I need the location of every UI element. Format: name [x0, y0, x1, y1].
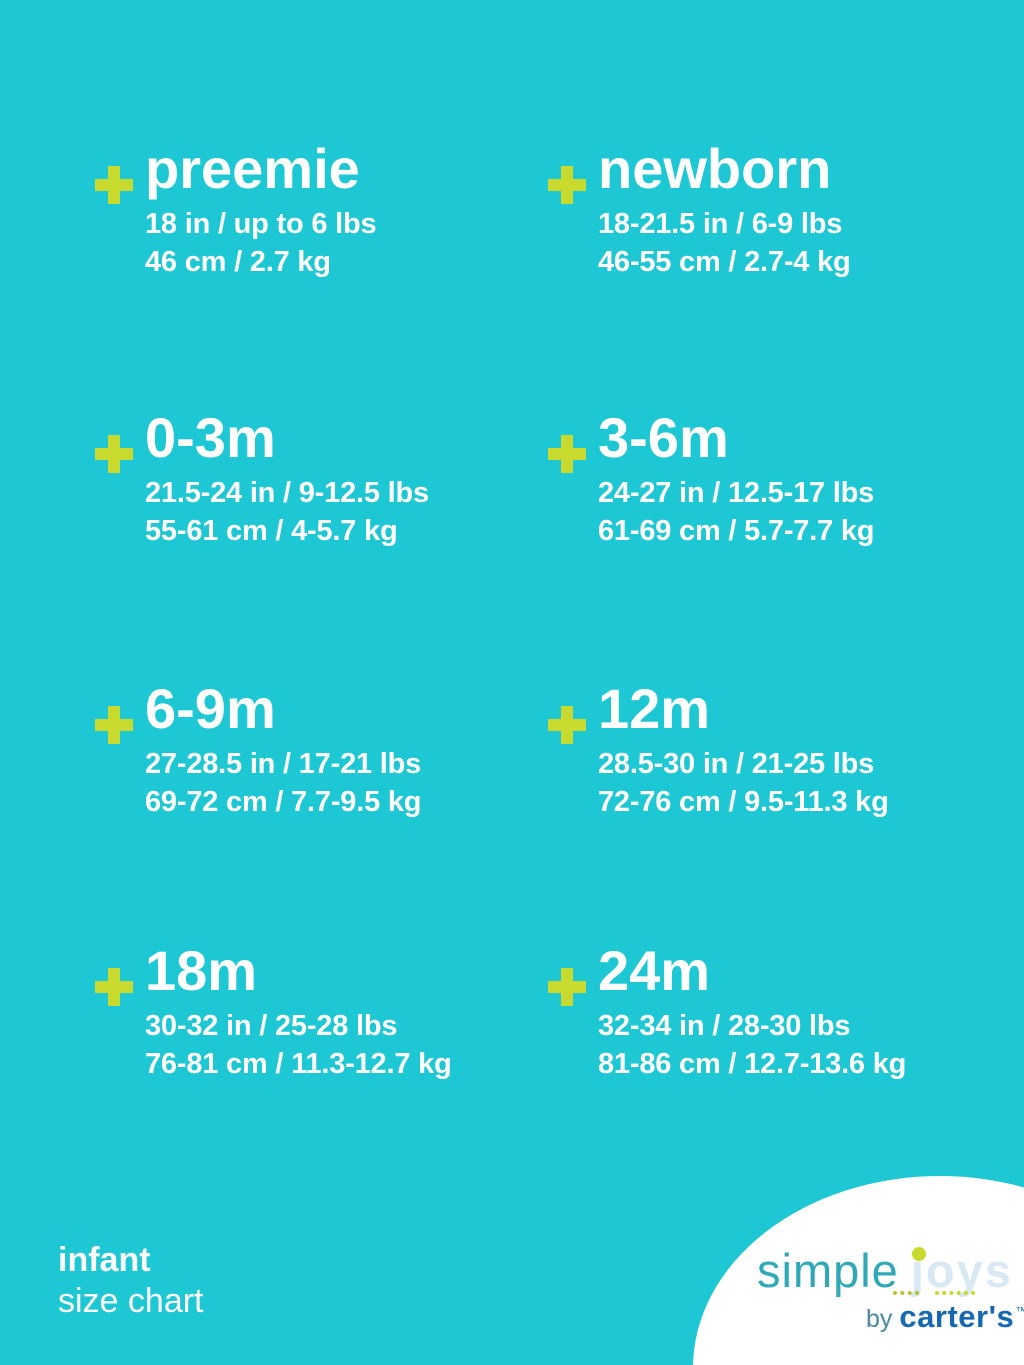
size-imperial: 21.5-24 in / 9-12.5 lbs	[145, 477, 429, 509]
dotted-underline-icon	[935, 1291, 975, 1295]
trademark-symbol: ™	[1015, 1304, 1024, 1318]
size-metric: 81-86 cm / 12.7-13.6 kg	[598, 1048, 907, 1080]
size-label: 24m	[598, 939, 711, 1002]
plus-icon	[548, 435, 586, 473]
size-entry-3-6m: 3-6m 24-27 in / 12.5-17 lbs 61-69 cm / 5…	[548, 406, 875, 550]
size-entry-24m: 24m 32-34 in / 28-30 lbs 81-86 cm / 12.7…	[548, 943, 906, 1083]
size-entry-0-3m: 0-3m 21.5-24 in / 9-12.5 lbs 55-61 cm / …	[95, 410, 429, 550]
size-imperial: 18-21.5 in / 6-9 lbs	[598, 208, 843, 240]
size-imperial: 28.5-30 in / 21-25 lbs	[598, 748, 875, 780]
logo-carters-text: carter's	[899, 1299, 1015, 1334]
brand-byline: by carter's ™	[866, 1301, 1024, 1332]
logo-joys-word: joys	[910, 1244, 1013, 1297]
size-imperial: 30-32 in / 25-28 lbs	[145, 1010, 398, 1042]
size-entry-18m: 18m 30-32 in / 25-28 lbs 76-81 cm / 11.3…	[95, 943, 452, 1083]
size-imperial: 24-27 in / 12.5-17 lbs	[598, 477, 875, 509]
plus-icon	[95, 706, 133, 744]
plus-icon	[95, 968, 133, 1006]
size-imperial: 27-28.5 in / 17-21 lbs	[145, 748, 422, 780]
size-imperial: 18 in / up to 6 lbs	[145, 208, 377, 240]
size-entry-preemie: preemie 18 in / up to 6 lbs 46 cm / 2.7 …	[95, 137, 377, 281]
plus-icon	[95, 435, 133, 473]
size-entry-newborn: newborn 18-21.5 in / 6-9 lbs 46-55 cm / …	[548, 141, 851, 281]
size-label: 0-3m	[145, 406, 276, 469]
logo-joys-text: joys	[911, 1247, 1013, 1294]
logo-j-dot-icon	[911, 1247, 926, 1261]
chart-title-category: infant	[58, 1241, 151, 1279]
size-label: 12m	[598, 677, 711, 740]
chart-title-type: size chart	[58, 1282, 204, 1320]
size-metric: 46 cm / 2.7 kg	[145, 246, 331, 278]
logo-simple-text: simple	[757, 1244, 899, 1297]
size-imperial: 32-34 in / 28-30 lbs	[598, 1010, 851, 1042]
size-label: 6-9m	[145, 677, 276, 740]
size-label: 3-6m	[598, 406, 729, 469]
size-metric: 55-61 cm / 4-5.7 kg	[145, 515, 398, 547]
logo-by-text: by	[866, 1305, 893, 1333]
size-metric: 76-81 cm / 11.3-12.7 kg	[145, 1048, 452, 1080]
size-label: 18m	[145, 939, 258, 1002]
size-label: preemie	[145, 137, 360, 200]
plus-icon	[548, 706, 586, 744]
size-label: newborn	[598, 137, 832, 200]
size-metric: 69-72 cm / 7.7-9.5 kg	[145, 786, 422, 818]
plus-icon	[95, 166, 133, 204]
size-metric: 46-55 cm / 2.7-4 kg	[598, 246, 851, 278]
size-entry-12m: 12m 28.5-30 in / 21-25 lbs 72-76 cm / 9.…	[548, 681, 889, 821]
size-metric: 72-76 cm / 9.5-11.3 kg	[598, 786, 889, 818]
plus-icon	[548, 166, 586, 204]
size-entry-6-9m: 6-9m 27-28.5 in / 17-21 lbs 69-72 cm / 7…	[95, 677, 422, 821]
chart-title: infant size chart	[58, 1240, 204, 1322]
plus-icon	[548, 968, 586, 1006]
dotted-underline-icon	[893, 1291, 919, 1295]
size-metric: 61-69 cm / 5.7-7.7 kg	[598, 515, 875, 547]
brand-logo: simple joys	[757, 1247, 1013, 1294]
